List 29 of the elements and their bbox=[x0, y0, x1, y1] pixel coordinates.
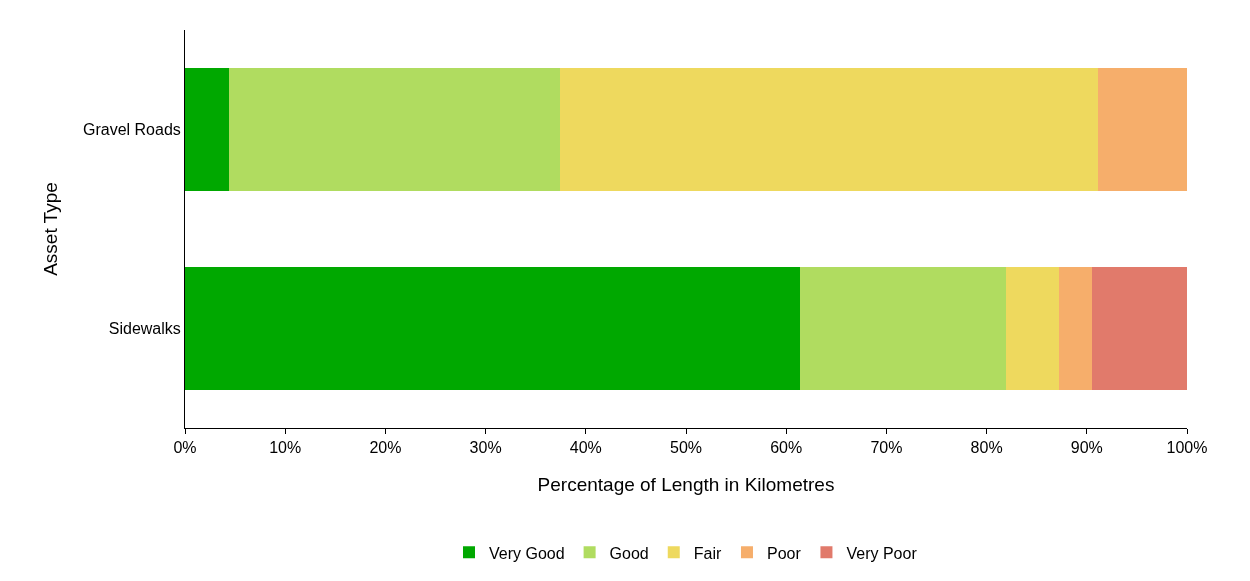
bar bbox=[185, 266, 801, 391]
legend-label: Good bbox=[609, 544, 649, 562]
y-tick-label: Gravel Roads bbox=[82, 121, 181, 139]
legend-label: Very Poor bbox=[846, 544, 918, 562]
x-tick-label: 10% bbox=[269, 439, 302, 457]
legend-label: Poor bbox=[766, 544, 802, 562]
x-tick-label: 40% bbox=[569, 439, 602, 457]
bar bbox=[800, 266, 1006, 391]
x-tick-label: 80% bbox=[970, 439, 1003, 457]
bar bbox=[185, 67, 230, 192]
x-tick-label: 50% bbox=[669, 439, 703, 457]
legend-label: Fair bbox=[693, 544, 722, 562]
x-tick-label: 60% bbox=[770, 439, 803, 457]
bar bbox=[1058, 266, 1092, 391]
bar bbox=[1097, 67, 1187, 192]
x-tick-label: 0% bbox=[173, 439, 197, 457]
x-tick-label: 70% bbox=[870, 439, 903, 457]
bar bbox=[1091, 266, 1187, 391]
x-axis-title: Percentage of Length in Kilometres bbox=[537, 474, 835, 495]
y-tick-label: Sidewalks bbox=[108, 320, 181, 338]
x-tick-label: 100% bbox=[1166, 439, 1208, 457]
legend-label: Very Good bbox=[489, 544, 565, 562]
bar bbox=[229, 67, 560, 192]
y-axis-title: Asset Type bbox=[39, 182, 61, 276]
bar bbox=[559, 67, 1098, 192]
bar bbox=[1005, 266, 1059, 391]
x-tick-label: 20% bbox=[369, 439, 402, 457]
x-tick-label: 90% bbox=[1070, 439, 1103, 457]
x-tick-label: 30% bbox=[469, 439, 502, 457]
